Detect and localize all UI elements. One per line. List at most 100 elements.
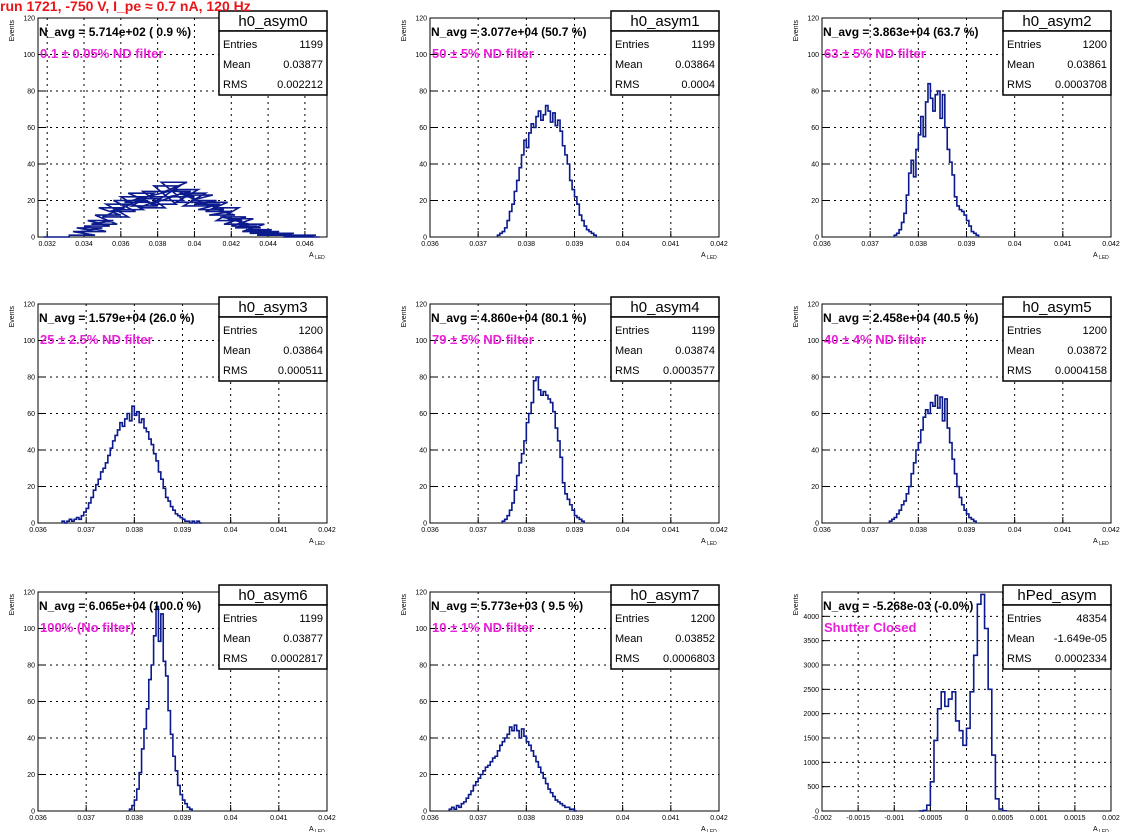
x-axis-label: A LED — [1093, 252, 1109, 261]
histogram-panel-h0_asym1: 0.036 0.037 0.038 0.039 0.04 0.041 0.042 0 20 40 6… — [401, 10, 728, 261]
y-tick-label: 80 — [419, 375, 427, 382]
filter-label: 63 ± 5% ND filter — [824, 46, 926, 61]
histogram-name: h0_asym5 — [1022, 299, 1091, 316]
y-axis-label: Events — [401, 20, 408, 42]
filter-label: 50 ± 5% ND filter — [432, 46, 534, 61]
stats-mean-value: 0.03877 — [283, 59, 323, 71]
y-tick-label: 0 — [31, 521, 35, 528]
x-tick-label: 0.042 — [1102, 241, 1120, 248]
x-tick-label: 0.037 — [77, 815, 95, 822]
y-tick-label: 60 — [811, 125, 819, 132]
x-tick-label: 0.042 — [318, 527, 336, 534]
x-tick-label: 0.042 — [318, 815, 336, 822]
stats-mean-value: 0.03874 — [675, 345, 715, 357]
histogram-panel-hPed_asym: -0.002 -0.0015 -0.001 -0.0005 0 0.0005 0.001 0.… — [793, 584, 1120, 832]
x-tick-label: 0.039 — [566, 815, 584, 822]
navg-annotation: N_avg = -5.268e-03 (-0.0%) — [823, 599, 973, 613]
y-tick-label: 20 — [811, 198, 819, 205]
x-tick-label: 0.04 — [616, 527, 630, 534]
histogram-panel-h0_asym4: 0.036 0.037 0.038 0.039 0.04 0.041 0.042 0 20 40 6… — [401, 296, 728, 547]
stats-mean-label: Mean — [223, 633, 251, 645]
stats-box — [1002, 316, 1112, 382]
y-axis-label: Events — [9, 20, 16, 42]
x-tick-label: 0.04 — [188, 241, 202, 248]
x-tick-label: 0.038 — [910, 527, 928, 534]
x-axis-label: A LED — [309, 538, 325, 547]
histogram-panel-h0_asym2: 0.036 0.037 0.038 0.039 0.04 0.041 0.042 0 20 40 6… — [793, 10, 1120, 261]
stats-rms-label: RMS — [615, 79, 639, 91]
stats-rms-value: 0.0002817 — [271, 653, 323, 665]
y-tick-label: 40 — [419, 162, 427, 169]
stats-rms-value: 0.0004158 — [1055, 365, 1107, 377]
y-axis-label: Events — [401, 594, 408, 616]
x-tick-label: 0.04 — [1008, 241, 1022, 248]
x-axis-label: A LED — [701, 252, 717, 261]
filter-label: 100% (No filter) — [40, 620, 135, 635]
stats-mean-label: Mean — [1007, 345, 1035, 357]
stats-mean-label: Mean — [1007, 633, 1035, 645]
stats-box — [1002, 604, 1112, 670]
x-tick-label: 0.04 — [224, 527, 238, 534]
stats-rms-value: 0.0006803 — [663, 653, 715, 665]
stats-entries-value: 1199 — [299, 613, 323, 625]
stats-rms-value: 0.0004 — [681, 79, 715, 91]
filter-label: 10 ± 1% ND filter — [432, 620, 534, 635]
stats-box — [1002, 30, 1112, 96]
x-tick-label: 0.037 — [469, 527, 487, 534]
x-tick-label: 0.036 — [813, 527, 831, 534]
y-tick-label: 40 — [27, 736, 35, 743]
stats-entries-label: Entries — [615, 39, 650, 51]
y-tick-label: 80 — [811, 375, 819, 382]
y-tick-label: 0 — [815, 521, 819, 528]
x-tick-label: 0.041 — [1054, 241, 1072, 248]
y-tick-label: 100 — [415, 338, 427, 345]
y-tick-label: 120 — [807, 16, 819, 23]
y-tick-label: 40 — [811, 448, 819, 455]
navg-annotation: N_avg = 3.863e+04 (63.7 %) — [823, 25, 978, 39]
stats-box — [218, 30, 328, 96]
x-tick-label: 0.037 — [861, 527, 879, 534]
stats-box — [218, 316, 328, 382]
x-tick-label: 0.039 — [174, 527, 192, 534]
x-axis-label: A LED — [309, 252, 325, 261]
x-tick-label: 0.036 — [421, 815, 439, 822]
filter-label: 0.1 ± 0.05% ND filter — [40, 46, 163, 61]
stats-rms-label: RMS — [1007, 79, 1031, 91]
stats-box — [218, 604, 328, 670]
x-tick-label: 0.034 — [75, 241, 93, 248]
x-axis-label: A LED — [309, 826, 325, 832]
y-tick-label: 1500 — [803, 736, 819, 743]
y-tick-label: 4000 — [803, 614, 819, 621]
stats-box — [610, 604, 720, 670]
navg-annotation: N_avg = 2.458e+04 (40.5 %) — [823, 311, 978, 325]
histogram-line-h0_asym4 — [501, 376, 585, 523]
stats-mean-value: -1.649e-05 — [1054, 633, 1107, 645]
stats-box — [610, 30, 720, 96]
x-tick-label: 0.044 — [259, 241, 277, 248]
navg-annotation: N_avg = 6.065e+04 (100.0 %) — [39, 599, 201, 613]
y-axis-label: Events — [401, 306, 408, 328]
stats-mean-value: 0.03861 — [1067, 59, 1107, 71]
x-tick-label: 0.04 — [616, 241, 630, 248]
x-tick-label: 0.039 — [566, 241, 584, 248]
filter-label: 25 ± 2.5% ND filter — [40, 332, 153, 347]
y-tick-label: 80 — [811, 89, 819, 96]
navg-annotation: N_avg = 3.077e+04 (50.7 %) — [431, 25, 586, 39]
y-tick-label: 0 — [423, 809, 427, 816]
histogram-name: h0_asym1 — [630, 13, 699, 30]
stats-mean-label: Mean — [615, 345, 643, 357]
filter-label: 79 ± 5% ND filter — [432, 332, 534, 347]
y-tick-label: 20 — [27, 772, 35, 779]
y-tick-label: 500 — [807, 784, 819, 791]
y-tick-label: 100 — [23, 338, 35, 345]
stats-entries-label: Entries — [1007, 613, 1042, 625]
y-tick-label: 0 — [31, 235, 35, 242]
y-tick-label: 60 — [27, 125, 35, 132]
filter-label: 40 ± 4% ND filter — [824, 332, 926, 347]
histogram-line-hPed_asym — [918, 593, 1008, 812]
histogram-name: h0_asym2 — [1022, 13, 1091, 30]
x-tick-label: -0.0005 — [919, 815, 943, 822]
stats-entries-label: Entries — [1007, 39, 1042, 51]
stats-mean-label: Mean — [615, 633, 643, 645]
